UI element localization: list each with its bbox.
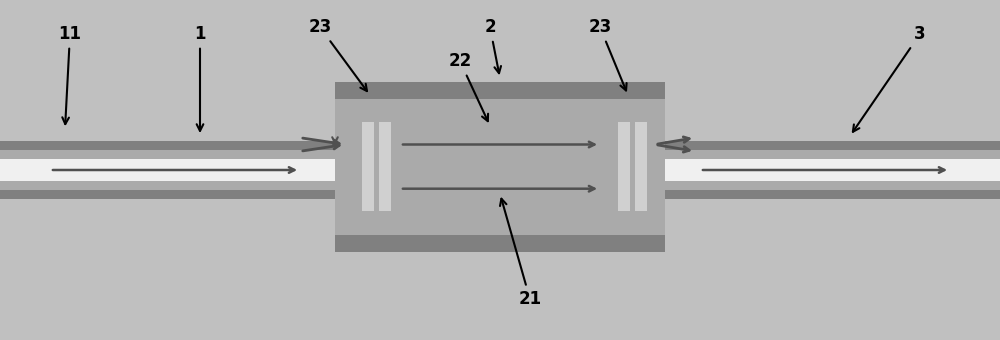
Bar xyxy=(335,122,665,167)
Text: 23: 23 xyxy=(308,18,367,91)
Bar xyxy=(655,150,1000,190)
Bar xyxy=(618,122,630,211)
Bar xyxy=(335,179,665,198)
Text: 21: 21 xyxy=(500,199,542,308)
Bar xyxy=(0,141,345,199)
Bar xyxy=(0,150,345,190)
Bar xyxy=(335,167,665,211)
Bar xyxy=(655,141,1000,199)
Bar xyxy=(335,82,665,99)
Text: 22: 22 xyxy=(448,52,488,121)
Text: 3: 3 xyxy=(853,25,926,132)
Bar xyxy=(335,82,665,252)
Text: 11: 11 xyxy=(58,25,82,124)
Bar xyxy=(0,159,345,181)
Bar xyxy=(635,122,647,211)
Text: 1: 1 xyxy=(194,25,206,131)
Bar xyxy=(655,159,1000,181)
Bar xyxy=(335,135,665,154)
Text: 23: 23 xyxy=(588,18,627,90)
Bar xyxy=(362,122,374,211)
Bar xyxy=(379,122,391,211)
Text: 2: 2 xyxy=(484,18,501,73)
Bar xyxy=(335,235,665,252)
